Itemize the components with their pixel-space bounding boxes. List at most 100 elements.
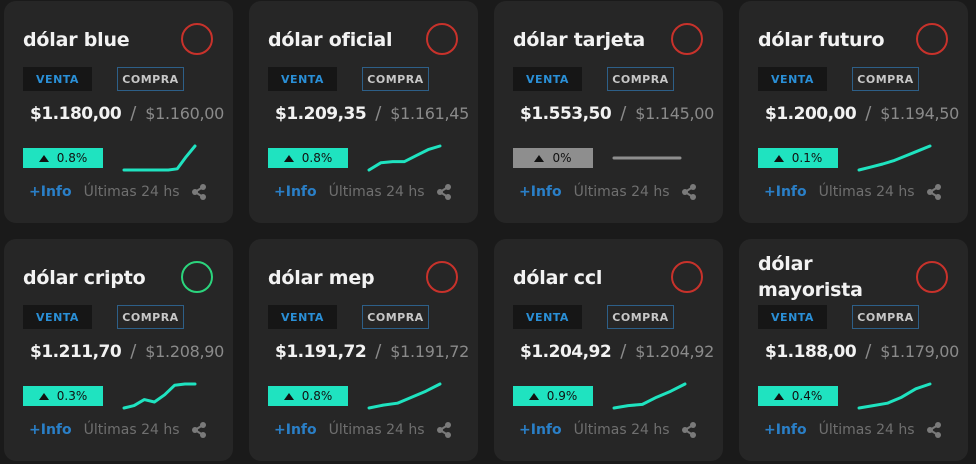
info-link[interactable]: +Info	[519, 422, 562, 438]
change-badge: 0.9%	[513, 386, 593, 406]
change-value: 0.8%	[301, 389, 333, 403]
change-badge: 0%	[513, 148, 593, 168]
period-label: Últimas 24 hs	[83, 422, 180, 438]
share-icon[interactable]	[190, 183, 208, 201]
quote-card[interactable]: dólar mayorista VENTA COMPRA $1.188,00/$…	[739, 239, 968, 461]
triangle-up-icon	[38, 392, 49, 400]
quote-card[interactable]: dólar cripto VENTA COMPRA $1.211,70/$1.2…	[4, 239, 233, 461]
quote-card[interactable]: dólar tarjeta VENTA COMPRA $1.553,50/$1.…	[494, 1, 723, 223]
change-value: 0.8%	[301, 151, 333, 165]
price-separator: /	[865, 103, 872, 124]
share-icon[interactable]	[190, 421, 208, 439]
price-separator: /	[620, 103, 627, 124]
info-link[interactable]: +Info	[764, 422, 807, 438]
change-badge: 0.8%	[268, 148, 348, 168]
sparkline-chart	[367, 144, 442, 172]
compra-price: $1.160,00	[145, 104, 225, 123]
card-footer: +Info Últimas 24 hs	[519, 184, 670, 200]
compra-tab[interactable]: COMPRA	[362, 67, 429, 91]
compra-tab[interactable]: COMPRA	[362, 305, 429, 329]
compra-price: $1.179,00	[880, 342, 960, 361]
prices: $1.191,72 / $1.191,72	[275, 341, 469, 362]
sparkline-chart	[857, 382, 932, 410]
change-value: 0.8%	[56, 151, 88, 165]
triangle-up-icon	[38, 154, 49, 162]
period-label: Últimas 24 hs	[328, 422, 425, 438]
card-footer: +Info Últimas 24 hs	[519, 422, 670, 438]
status-circle-icon	[426, 261, 458, 293]
quote-card[interactable]: dólar oficial VENTA COMPRA $1.209,35/$1.…	[249, 1, 478, 223]
triangle-up-icon	[283, 392, 294, 400]
card-title: dólar futuro	[758, 29, 885, 51]
status-circle-icon	[181, 261, 213, 293]
card-footer: +Info Últimas 24 hs	[274, 422, 425, 438]
quote-card[interactable]: dólar blue VENTA COMPRA $1.180,00 / $1.160…	[4, 1, 233, 223]
venta-tab[interactable]: VENTA	[268, 305, 337, 329]
triangle-up-icon	[534, 154, 545, 162]
venta-price: $1.200,00	[765, 104, 857, 124]
compra-tab[interactable]: COMPRA	[852, 67, 919, 91]
venta-price: $1.204,92	[520, 342, 612, 362]
compra-tab[interactable]: COMPRA	[607, 67, 674, 91]
compra-tab[interactable]: COMPRA	[117, 67, 184, 91]
sparkline-chart	[122, 382, 197, 410]
card-footer: +Info Últimas 24 hs	[764, 184, 915, 200]
share-icon[interactable]	[435, 421, 453, 439]
venta-tab[interactable]: VENTA	[23, 67, 92, 91]
sparkline-chart	[612, 156, 682, 160]
prices: $1.209,35 / $1.161,45	[275, 103, 469, 124]
share-icon[interactable]	[435, 183, 453, 201]
card-footer: +Info Últimas 24 hs	[29, 422, 180, 438]
venta-tab[interactable]: VENTA	[23, 305, 92, 329]
price-separator: /	[375, 103, 382, 124]
venta-tab[interactable]: VENTA	[758, 305, 827, 329]
price-separator: /	[620, 341, 627, 362]
venta-tab[interactable]: VENTA	[513, 305, 582, 329]
compra-tab[interactable]: COMPRA	[117, 305, 184, 329]
period-label: Últimas 24 hs	[573, 184, 670, 200]
quote-card[interactable]: dólar mep VENTA COMPRA $1.191,72/$1.191,…	[249, 239, 478, 461]
share-icon[interactable]	[680, 183, 698, 201]
change-value: 0%	[552, 151, 572, 165]
prices: $1.188,00 / $1.179,00	[765, 341, 959, 362]
card-footer: +Info Últimas 24 hs	[274, 184, 425, 200]
info-link[interactable]: +Info	[519, 184, 562, 200]
info-link[interactable]: +Info	[29, 422, 72, 438]
triangle-up-icon	[773, 154, 784, 162]
compra-tab[interactable]: COMPRA	[607, 305, 674, 329]
info-link[interactable]: +Info	[29, 184, 72, 200]
quote-card[interactable]: dólar futuro VENTA COMPRA $1.200,00 / $1.1…	[739, 1, 968, 223]
share-icon[interactable]	[925, 421, 943, 439]
triangle-up-icon	[283, 154, 294, 162]
price-separator: /	[865, 341, 872, 362]
compra-tab[interactable]: COMPRA	[852, 305, 919, 329]
sparkline-line	[122, 144, 197, 172]
sparkline-chart	[122, 144, 197, 172]
sparkline-line	[857, 144, 932, 172]
price-separator: /	[130, 341, 137, 362]
share-icon[interactable]	[680, 421, 698, 439]
prices: $1.211,70 / $1.208,90	[30, 341, 224, 362]
venta-tab[interactable]: VENTA	[513, 67, 582, 91]
prices: $1.553,50 / $1.145,00	[520, 103, 714, 124]
card-title: dólar tarjeta	[513, 29, 645, 51]
price-separator: /	[375, 341, 382, 362]
sparkline-line	[122, 382, 197, 410]
change-value: 0.9%	[546, 389, 578, 403]
share-icon[interactable]	[925, 183, 943, 201]
info-link[interactable]: +Info	[274, 422, 317, 438]
venta-tab[interactable]: VENTA	[268, 67, 337, 91]
venta-tab[interactable]: VENTA	[758, 67, 827, 91]
info-link[interactable]: +Info	[274, 184, 317, 200]
period-label: Últimas 24 hs	[328, 184, 425, 200]
card-title: dólar mep	[268, 267, 375, 289]
status-circle-icon	[181, 23, 213, 55]
quote-card[interactable]: dólar ccl VENTA COMPRA $1.204,92/$1.204,…	[494, 239, 723, 461]
card-title: dólar oficial	[268, 29, 393, 51]
info-link[interactable]: +Info	[764, 184, 807, 200]
status-circle-icon	[916, 261, 948, 293]
change-badge: 0.3%	[23, 386, 103, 406]
period-label: Últimas 24 hs	[818, 422, 915, 438]
card-title: dólar blue	[23, 29, 130, 51]
prices: $1.204,92 / $1.204,92	[520, 341, 714, 362]
